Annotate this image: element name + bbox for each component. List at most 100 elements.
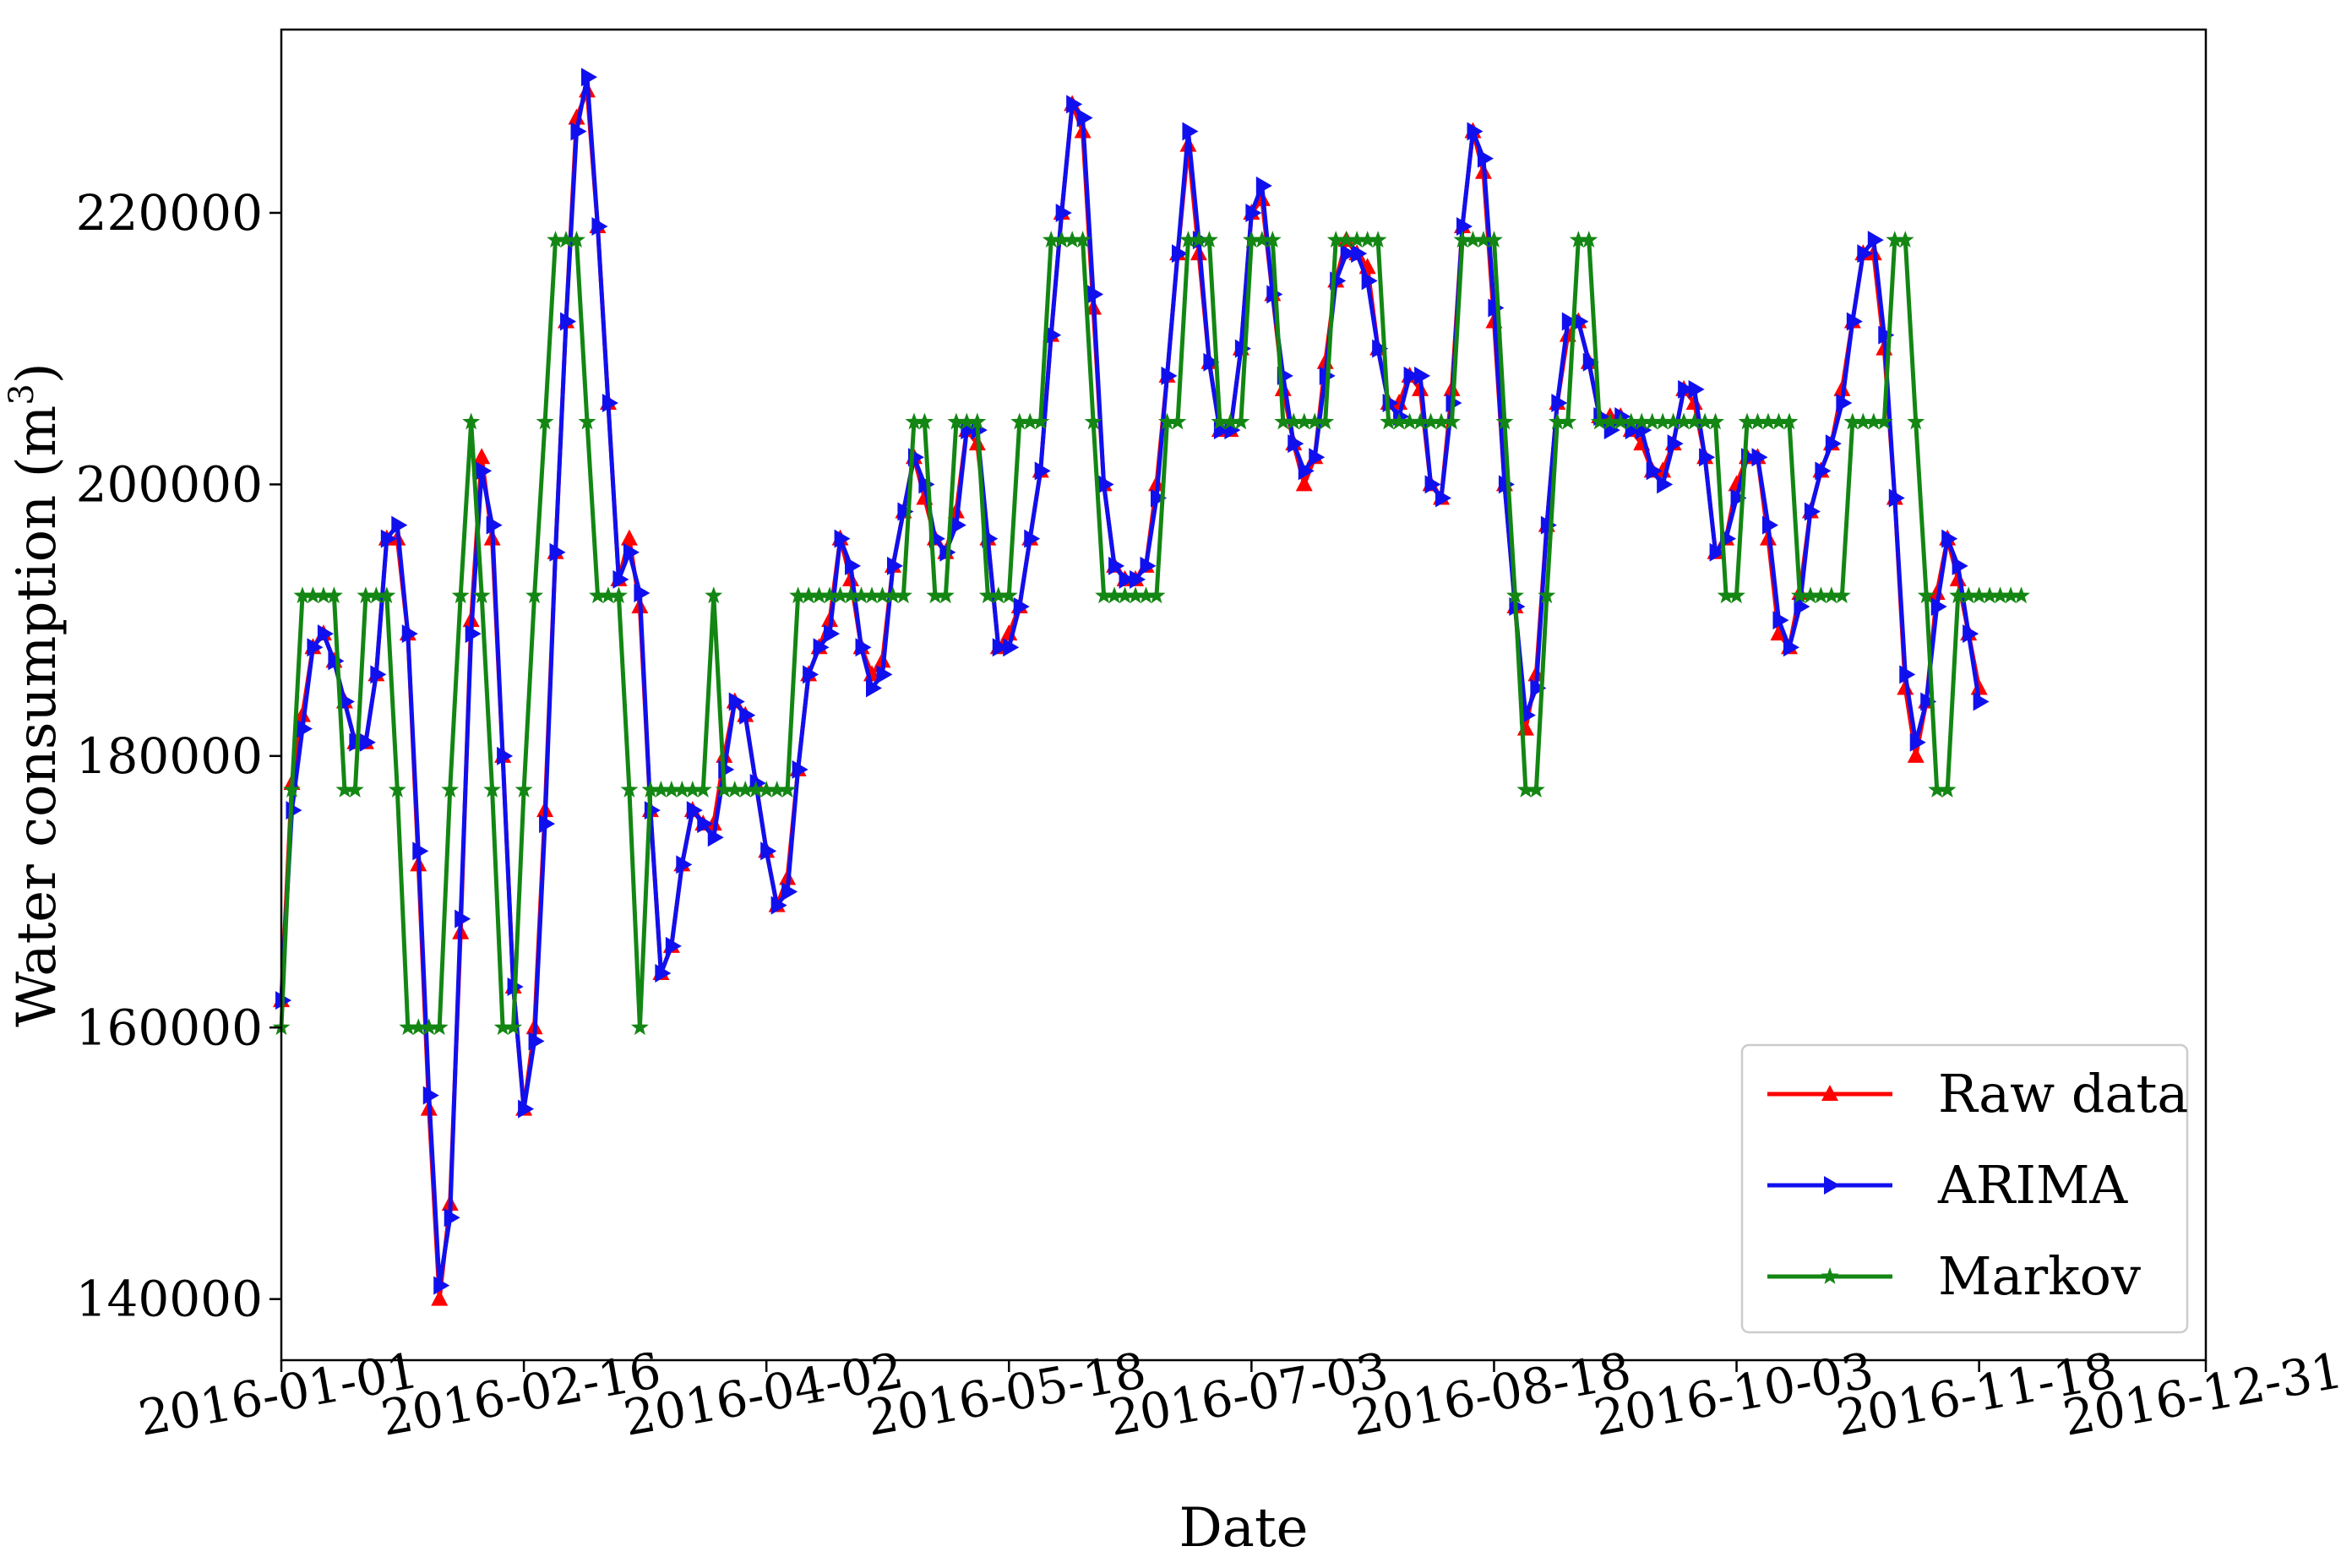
- data-point: [589, 586, 607, 604]
- data-point: [1253, 231, 1271, 248]
- data-point: [314, 586, 333, 604]
- data-point: [547, 231, 564, 248]
- data-point: [968, 412, 987, 430]
- data-point: [1888, 488, 1905, 508]
- data-point: [662, 781, 681, 798]
- data-point: [886, 556, 903, 575]
- data-point: [1453, 231, 1472, 248]
- data-point: [1034, 461, 1051, 481]
- data-point: [1456, 217, 1473, 237]
- data-point: [845, 556, 862, 575]
- data-point: [338, 692, 355, 711]
- data-point: [1991, 586, 2010, 604]
- data-point: [504, 1018, 523, 1036]
- data-point: [1941, 529, 1958, 548]
- data-point: [462, 412, 481, 430]
- data-point: [1928, 781, 1946, 798]
- data-point: [747, 781, 765, 798]
- data-point: [694, 781, 712, 798]
- data-point: [1751, 448, 1768, 467]
- data-point: [1074, 231, 1092, 248]
- data-point: [841, 586, 860, 604]
- data-point: [1369, 231, 1387, 248]
- data-point: [1707, 412, 1724, 430]
- data-point: [1854, 412, 1872, 430]
- data-point: [1709, 542, 1726, 562]
- data-point: [1021, 412, 1039, 430]
- data-point: [1147, 586, 1166, 604]
- data-point: [2001, 586, 2020, 604]
- series-arima: [275, 68, 1990, 1295]
- data-point: [1678, 379, 1695, 399]
- data-point: [834, 529, 851, 548]
- data-point: [866, 678, 883, 698]
- data-point: [473, 448, 491, 465]
- data-point: [950, 515, 966, 535]
- data-point: [1063, 231, 1081, 248]
- data-point: [707, 828, 724, 847]
- data-point: [1168, 412, 1187, 430]
- data-point: [824, 624, 841, 644]
- data-point: [1263, 231, 1282, 248]
- data-point: [852, 586, 870, 604]
- data-point: [1836, 393, 1853, 412]
- data-point: [1611, 412, 1630, 430]
- data-point: [1084, 412, 1102, 430]
- legend-box: [1740, 1043, 2189, 1334]
- data-point: [1973, 692, 1990, 711]
- data-point: [1097, 475, 1114, 494]
- data-point: [431, 1289, 449, 1306]
- data-point: [1295, 475, 1313, 492]
- data-point: [1825, 434, 1842, 454]
- data-point: [1516, 781, 1535, 798]
- data-point: [1295, 412, 1314, 430]
- data-point: [1875, 412, 1893, 430]
- data-point: [1794, 597, 1810, 617]
- data-point: [1688, 379, 1705, 399]
- data-point: [1548, 412, 1566, 430]
- data-point: [307, 638, 324, 657]
- data-point: [1242, 231, 1260, 248]
- data-point: [599, 586, 618, 604]
- data-point: [1846, 312, 1863, 331]
- data-point: [739, 705, 756, 725]
- data-point: [1907, 412, 1925, 430]
- data-point: [778, 781, 797, 798]
- data-point: [1151, 488, 1168, 508]
- series-line: [279, 237, 2022, 1030]
- data-point: [1422, 412, 1440, 430]
- data-point: [1886, 231, 1904, 248]
- data-point: [1865, 412, 1883, 430]
- data-point: [1928, 583, 1946, 600]
- data-point: [620, 529, 638, 546]
- data-point: [2012, 586, 2030, 604]
- data-point: [602, 393, 618, 412]
- data-point: [876, 665, 893, 684]
- data-point: [855, 638, 872, 657]
- data-point: [1896, 231, 1914, 248]
- data-point: [380, 529, 397, 548]
- data-point: [304, 586, 322, 604]
- data-point: [1474, 231, 1493, 248]
- data-point: [630, 1018, 649, 1036]
- data-point: [1055, 203, 1072, 222]
- data-point: [1506, 586, 1524, 604]
- data-point: [1685, 412, 1704, 430]
- data-point: [686, 801, 703, 820]
- data-point: [1963, 624, 1979, 644]
- legend-entry: Raw data: [1767, 1063, 2188, 1124]
- data-point: [335, 781, 354, 798]
- data-point: [1443, 412, 1461, 430]
- data-point: [1832, 586, 1851, 604]
- data-point: [359, 732, 376, 752]
- data-point: [1119, 569, 1135, 589]
- data-point: [1572, 312, 1589, 331]
- data-point: [831, 586, 849, 604]
- data-point: [528, 1032, 545, 1051]
- data-point: [736, 781, 754, 798]
- data-point: [1551, 393, 1568, 412]
- y-tick-label: 200000: [76, 455, 263, 513]
- data-point: [1095, 586, 1113, 604]
- data-point: [1010, 412, 1029, 430]
- data-point: [1298, 461, 1315, 481]
